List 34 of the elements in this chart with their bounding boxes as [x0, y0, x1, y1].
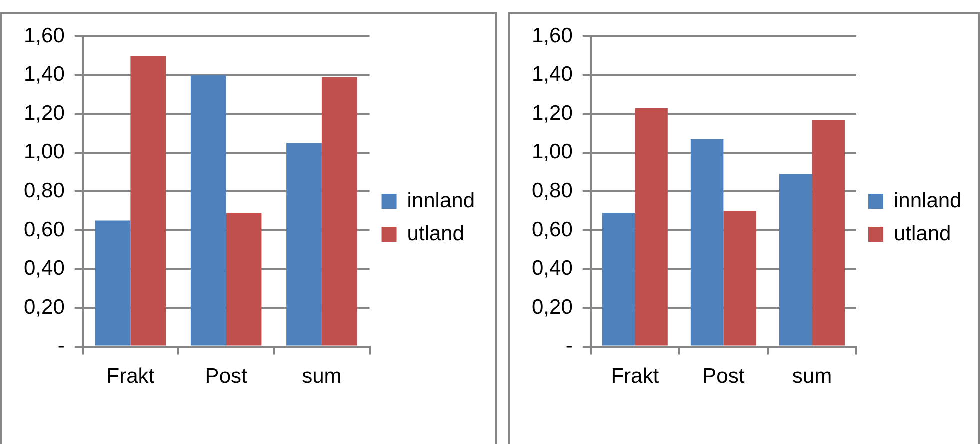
- bar: [95, 220, 131, 346]
- y-tick-label: 1,20: [24, 102, 65, 125]
- y-tick-label: 0,80: [24, 179, 65, 202]
- x-tick-label: Post: [702, 365, 745, 388]
- x-tick-label: Frakt: [611, 365, 660, 388]
- y-tick-label: 1,40: [532, 63, 573, 86]
- x-tick-label: Post: [205, 365, 248, 388]
- y-tick-label: 1,00: [532, 140, 573, 164]
- bar: [286, 143, 322, 346]
- legend-label: innland: [407, 189, 476, 212]
- x-tick-label: Frakt: [106, 365, 155, 388]
- y-tick-label: 1,60: [24, 24, 65, 48]
- y-tick-label: -: [58, 334, 65, 358]
- y-tick-label: 0,60: [24, 218, 65, 242]
- y-tick-label: 0,20: [532, 296, 573, 319]
- y-tick-label: 0,80: [532, 179, 573, 202]
- bar: [190, 75, 226, 346]
- y-tick-label: 0,60: [532, 218, 573, 242]
- bar: [130, 56, 166, 346]
- y-tick-label: 0,20: [24, 296, 65, 319]
- legend-label: utland: [894, 222, 952, 246]
- y-tick-label: 1,20: [532, 102, 573, 125]
- y-tick-label: 0,40: [24, 257, 65, 280]
- y-tick-label: 1,40: [24, 63, 65, 86]
- y-tick-label: 1,00: [24, 140, 65, 164]
- y-tick-label: 1,60: [532, 24, 573, 48]
- legend-label: utland: [407, 222, 464, 246]
- y-tick-label: -: [566, 334, 573, 358]
- bar: [322, 77, 358, 346]
- y-tick-label: 0,40: [532, 257, 573, 280]
- x-tick-label: sum: [302, 365, 342, 388]
- legend-label: innland: [894, 189, 962, 212]
- x-tick-label: sum: [792, 365, 832, 388]
- bar: [226, 213, 262, 346]
